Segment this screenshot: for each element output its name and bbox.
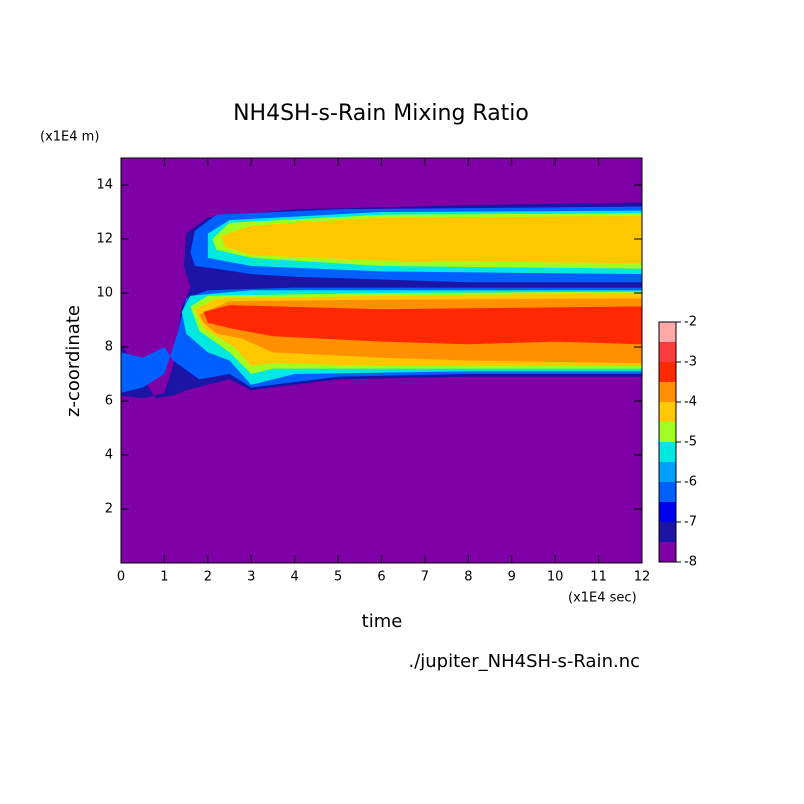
colorbar-segment xyxy=(659,382,676,402)
x-tick-label: 8 xyxy=(464,570,472,585)
x-tick-label: 6 xyxy=(377,570,385,585)
chart-title: NH4SH-s-Rain Mixing Ratio xyxy=(233,101,529,126)
x-tick-label: 5 xyxy=(334,570,342,585)
x-tick-label: 12 xyxy=(634,570,651,585)
x-unit: (x1E4 sec) xyxy=(568,591,637,606)
y-tick-label: 2 xyxy=(105,502,113,517)
colorbar-segment xyxy=(659,542,676,562)
contour-region xyxy=(203,305,642,345)
x-tick-label: 9 xyxy=(508,570,516,585)
colorbar-label: -8 xyxy=(684,555,697,570)
colorbar-segment xyxy=(659,482,676,502)
x-axis-label: time xyxy=(362,611,403,632)
y-tick-label: 14 xyxy=(96,178,113,193)
colorbar-segment xyxy=(659,402,676,422)
y-tick-label: 10 xyxy=(96,286,113,301)
colorbar-label: -7 xyxy=(684,515,697,530)
y-tick-label: 8 xyxy=(105,340,113,355)
y-tick-label: 12 xyxy=(96,232,113,247)
x-tick-label: 2 xyxy=(204,570,212,585)
colorbar-segment xyxy=(659,442,676,462)
colorbar-label: -2 xyxy=(684,315,697,330)
colorbar-segment xyxy=(659,362,676,382)
colorbar-segment xyxy=(659,422,676,442)
x-tick-label: 7 xyxy=(421,570,429,585)
colorbar-label: -4 xyxy=(684,395,697,410)
y-tick-label: 4 xyxy=(105,448,113,463)
x-tick-label: 10 xyxy=(547,570,564,585)
y-axis-label: z-coordinate xyxy=(63,305,84,417)
colorbar-segment xyxy=(659,462,676,482)
colorbar-segment xyxy=(659,322,676,342)
colorbar-segment xyxy=(659,522,676,542)
source-file: ./jupiter_NH4SH-s-Rain.nc xyxy=(408,651,640,672)
colorbar-label: -3 xyxy=(684,355,697,370)
x-tick-label: 1 xyxy=(160,570,168,585)
contour-region xyxy=(220,216,642,264)
x-tick-label: 4 xyxy=(291,570,299,585)
colorbar-label: -5 xyxy=(684,435,697,450)
colorbar-segment xyxy=(659,502,676,522)
colorbar-segment xyxy=(659,342,676,362)
colorbar-label: -6 xyxy=(684,475,697,490)
y-unit: (x1E4 m) xyxy=(40,130,99,145)
x-tick-label: 3 xyxy=(247,570,255,585)
y-tick-label: 6 xyxy=(105,394,113,409)
x-tick-label: 0 xyxy=(117,570,125,585)
x-tick-label: 11 xyxy=(590,570,607,585)
